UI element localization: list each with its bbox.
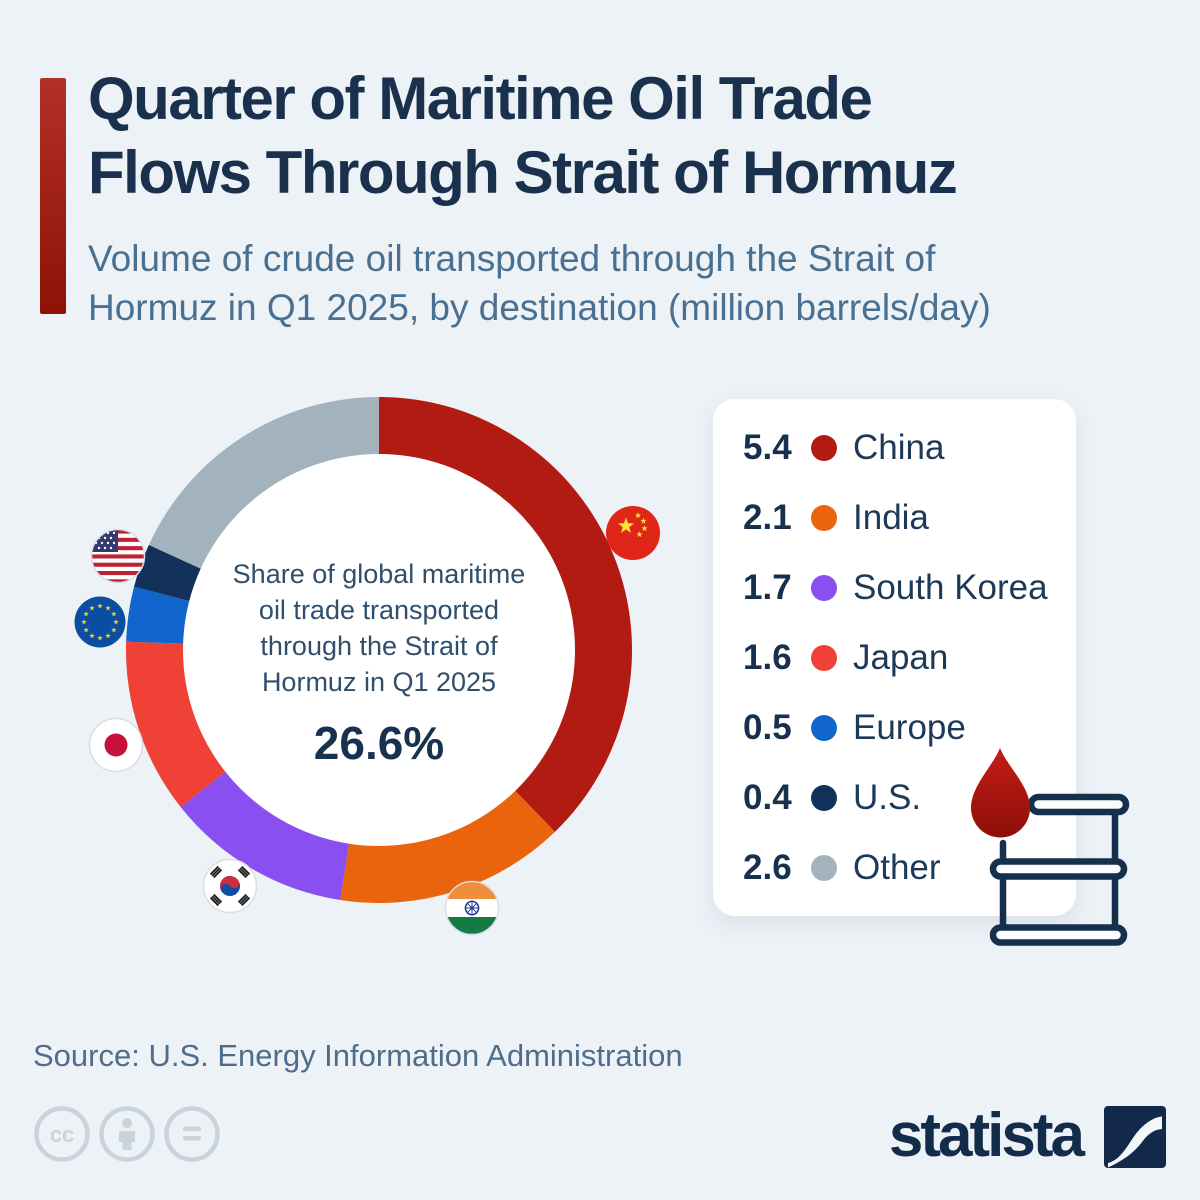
legend-value: 1.6 [743,638,792,677]
donut-segment-europe [126,586,190,644]
legend-label: Other [853,848,941,887]
donut-segment-other [148,397,379,569]
legend-item-india: 2.1 India [743,483,1076,553]
china-flag-icon [606,506,660,560]
legend-dot-icon [811,505,837,531]
india-flag-icon [444,880,500,936]
legend-value: 0.4 [743,778,792,817]
donut-chart [126,397,632,903]
legend-label: Japan [853,638,949,677]
legend-dot-icon [811,435,837,461]
attribution-icon[interactable] [99,1106,155,1162]
south-korea-flag-icon [202,858,258,914]
donut-segment-japan [126,641,226,808]
legend-value: 1.7 [743,568,792,607]
donut-center-label: Share of global maritime oil trade trans… [223,556,535,770]
donut-segment-u-s [134,544,201,602]
legend-dot-icon [811,785,837,811]
legend-label: South Korea [853,568,1048,607]
no-derivatives-icon[interactable] [164,1106,220,1162]
donut-center-circle [183,454,575,846]
center-label-text: Share of global maritime oil trade trans… [232,559,526,697]
statista-logo-icon[interactable] [1104,1106,1166,1168]
title-line-2: Flows Through Strait of Hormuz [88,139,958,206]
legend-dot-icon [811,715,837,741]
statista-wordmark[interactable]: statista [888,1101,1085,1170]
donut-segment-india [340,790,555,903]
legend-list: 5.4 China 2.1 India 1.7 South Korea 1.6 Japan 0.… [713,399,1076,903]
legend-item-europe: 0.5 Europe [743,693,1076,763]
title-line-1: Quarter of Maritime Oil Trade [88,65,873,132]
source-note: Source: U.S. Energy Information Administ… [33,1038,683,1073]
legend-value: 0.5 [743,708,792,747]
legend-item-other: 2.6 Other [743,833,1076,903]
us-flag-icon [90,528,146,584]
page-subtitle: Volume of crude oil transported through … [88,234,991,332]
subtitle-line-2: Hormuz in Q1 2025, by destination (milli… [88,287,991,328]
donut-segment-south-korea [180,771,349,901]
legend-label: U.S. [853,778,922,817]
japan-flag-icon [88,717,144,773]
legend-label: Europe [853,708,966,747]
page-title: Quarter of Maritime Oil Trade Flows Thro… [88,62,958,210]
svg-text:cc: cc [50,1122,74,1147]
legend-value: 2.6 [743,848,792,887]
oil-drop-icon [971,748,1030,838]
legend-item-u-s: 0.4 U.S. [743,763,1076,833]
title-accent-bar [40,78,66,314]
oil-barrel-icon [971,748,1130,946]
legend-label: India [853,498,929,537]
donut-segment-china [379,397,632,832]
subtitle-line-1: Volume of crude oil transported through … [88,238,936,279]
cc-license-icons[interactable]: cc [32,1104,227,1164]
legend-value: 5.4 [743,428,792,467]
legend-label: China [853,428,945,467]
legend-item-china: 5.4 China [743,413,1076,483]
legend-dot-icon [811,855,837,881]
legend-dot-icon [811,645,837,671]
center-label-value: 26.6% [313,717,445,769]
legend-dot-icon [811,575,837,601]
cc-icon[interactable]: cc [34,1106,90,1162]
legend-item-south-korea: 1.7 South Korea [743,553,1076,623]
eu-flag-icon [74,596,126,648]
legend-value: 2.1 [743,498,792,537]
legend-item-japan: 1.6 Japan [743,623,1076,693]
